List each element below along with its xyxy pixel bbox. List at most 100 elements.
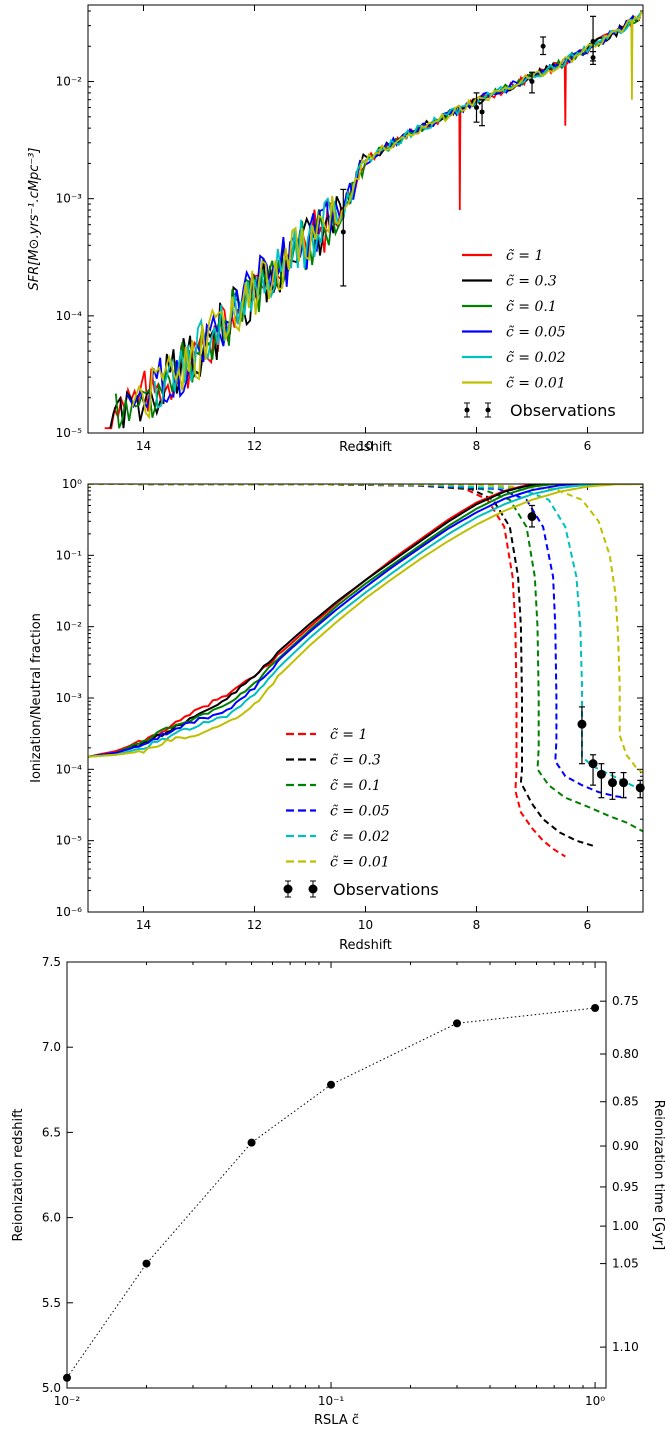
y-tick-label: 10⁻² [56,620,83,634]
right-tick-label: 0.80 [612,1047,639,1061]
legend-label: c̃ = 0.3 [506,274,557,290]
plot-frame [87,4,644,434]
observation-point [588,759,598,769]
observation-point [529,79,535,85]
legend-obs-marker [464,407,470,413]
right-tick-label: 0.85 [612,1095,639,1109]
observation-point [479,109,485,115]
legend-label: c̃ = 0.01 [506,376,566,392]
y-tick-label: 10⁻⁴ [56,762,83,776]
y-tick-label: 10⁻³ [56,691,83,705]
x-axis-label: RSLA c̃ [314,1413,359,1428]
legend-label: c̃ = 0.01 [330,855,390,871]
right-tick-label: 0.75 [612,994,639,1008]
y-tick-label: 10⁻⁵ [56,834,83,848]
ionization-panel: 14 12 10 8 6 10⁻⁶ 10⁻⁵ 10⁻⁴ 10⁻³ 10⁻² 10⁻¹ 10⁰ Redsh… [29,477,645,953]
x-tick-label: 10 [358,918,373,932]
neutral-fraction-line [88,484,594,847]
x-tick-label: 6 [584,918,592,932]
y-tick-label: 10⁻⁴ [56,309,83,323]
x-tick-label: 10⁰ [585,1394,605,1408]
observation-point [596,769,606,779]
observation-point [340,229,346,235]
x-tick-label: 12 [247,918,262,932]
x-axis-label: Redshift [339,938,392,953]
data-point [327,1080,336,1089]
ionized-fraction-line [88,484,643,758]
observation-point [577,719,587,729]
x-tick-label: 14 [136,918,151,932]
y-tick-label: 6.0 [42,1211,61,1225]
y-tick-label: 10⁻⁵ [56,426,83,440]
series-line [153,12,642,409]
y-tick-label: 5.5 [42,1296,61,1310]
x-tick-label: 6 [584,439,592,453]
observation-point [590,38,596,44]
legend-label: c̃ = 1 [330,727,367,743]
right-tick-label: 1.00 [612,1219,639,1233]
reionization-panel: 10⁻² 10⁻¹ 10⁰ 5.0 5.5 6.0 6.5 7.0 7.5 0.75 0.80 0.8… [11,955,665,1428]
right-tick-label: 1.10 [612,1340,639,1354]
trend-line [66,1007,596,1379]
legend-label: c̃ = 0.05 [330,804,390,820]
legend-obs-marker [308,884,318,894]
right-tick-label: 1.05 [612,1257,639,1271]
y-tick-label: 10⁻¹ [56,548,83,562]
neutral-fraction-line [88,484,627,799]
legend-label: c̃ = 0.1 [330,778,381,794]
legend-label: c̃ = 0.05 [506,325,566,341]
plot-frame [66,961,607,1389]
observation-point [540,43,546,49]
data-point [142,1259,151,1268]
ionized-fraction-line [88,484,643,758]
right-tick-label: 0.90 [612,1139,639,1153]
observation-point [527,512,537,522]
x-tick-label: 8 [473,439,481,453]
data-point [453,1019,462,1028]
legend-obs-marker [485,407,491,413]
data-point [591,1004,600,1013]
legend-label: Observations [333,880,439,899]
legend-label: c̃ = 0.3 [330,753,381,769]
y-tick-label: 5.0 [42,1381,61,1395]
series-line [131,10,643,420]
observation-point [474,105,479,111]
ionized-fraction-line [88,484,643,758]
x-tick-label: 10 [358,439,373,453]
legend-label: c̃ = 1 [506,248,543,264]
right-axis-label: Reionization time [Gyr] [651,1100,665,1250]
legend-label: c̃ = 0.02 [506,350,566,366]
y-axis-label: Ionization/Neutral fraction [29,613,44,783]
ionized-fraction-line [88,484,643,758]
y-tick-label: 7.0 [42,1040,61,1054]
observation-point [590,55,596,61]
legend-label: Observations [510,401,616,420]
x-tick-label: 14 [136,439,151,453]
sfr-panel: 14 12 10 8 6 10⁻⁵ 10⁻⁴ 10⁻³ 10⁻² Redshift SFR[M⊙.y… [27,4,644,455]
legend-label: c̃ = 0.1 [506,299,557,315]
y-axis-label: SFR[M⊙.yrs⁻¹.cMpc⁻³] [27,148,42,291]
x-tick-label: 12 [247,439,262,453]
x-tick-label: 8 [473,918,481,932]
x-axis-label: Redshift [339,440,392,455]
x-tick-label: 10⁻² [54,1394,81,1408]
neutral-fraction-line [88,484,566,858]
x-tick-label: 10⁻¹ [318,1394,345,1408]
y-tick-label: 7.5 [42,955,61,969]
y-tick-label: 6.5 [42,1125,61,1139]
legend-label: c̃ = 0.02 [330,829,390,845]
legend-obs-marker [283,884,293,894]
y-tick-label: 10⁻² [56,75,83,89]
observation-point [607,778,617,788]
plot-frame [87,483,644,913]
data-point [247,1138,256,1147]
observation-point [635,783,645,793]
ionized-fraction-line [88,484,643,758]
neutral-fraction-line [88,484,643,774]
observation-point [619,778,629,788]
y-tick-label: 10⁻³ [56,192,83,206]
right-tick-label: 0.95 [612,1180,639,1194]
y-tick-label: 10⁰ [62,477,82,491]
ionized-fraction-line [88,484,643,758]
